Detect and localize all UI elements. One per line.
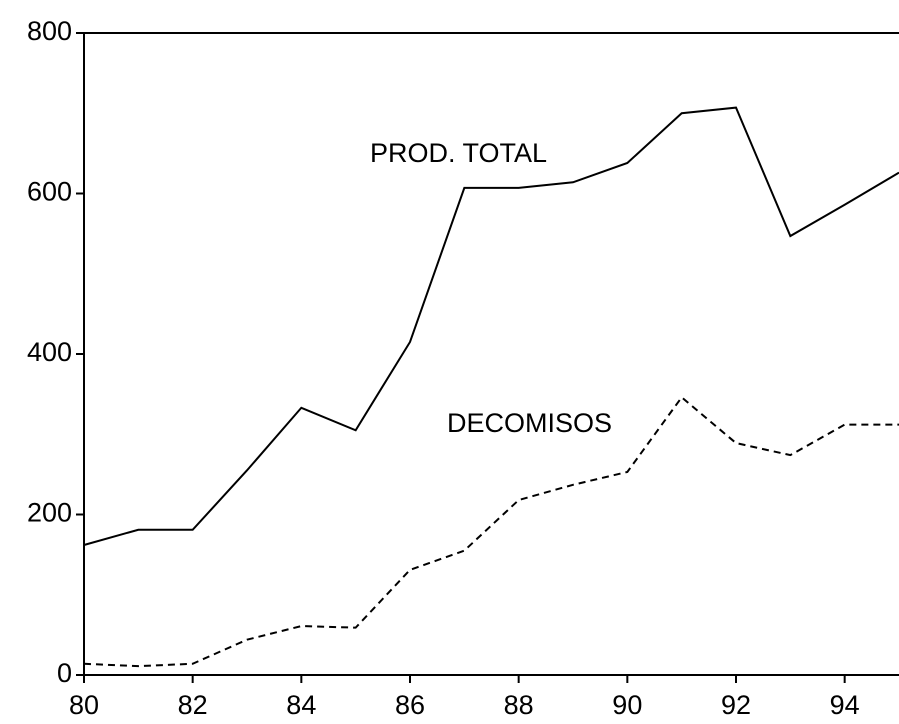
- x-tick-label: 90: [612, 690, 642, 720]
- x-tick-label: 80: [69, 690, 99, 720]
- series-label: DECOMISOS: [447, 408, 612, 438]
- x-tick-label: 86: [395, 690, 425, 720]
- x-tick-label: 88: [504, 690, 534, 720]
- y-tick-label: 800: [27, 16, 72, 46]
- y-tick-label: 600: [27, 177, 72, 207]
- series-line: [83, 395, 899, 668]
- x-tick-label: 82: [178, 690, 208, 720]
- x-tick-label: 92: [721, 690, 751, 720]
- series-label: PROD. TOTAL: [370, 138, 547, 168]
- y-tick-label: 400: [27, 337, 72, 367]
- series-line: [83, 106, 899, 546]
- y-tick-label: 200: [27, 498, 72, 528]
- x-tick-label: 84: [286, 690, 316, 720]
- y-tick-label: 0: [57, 658, 72, 688]
- x-tick-label: 94: [830, 690, 860, 720]
